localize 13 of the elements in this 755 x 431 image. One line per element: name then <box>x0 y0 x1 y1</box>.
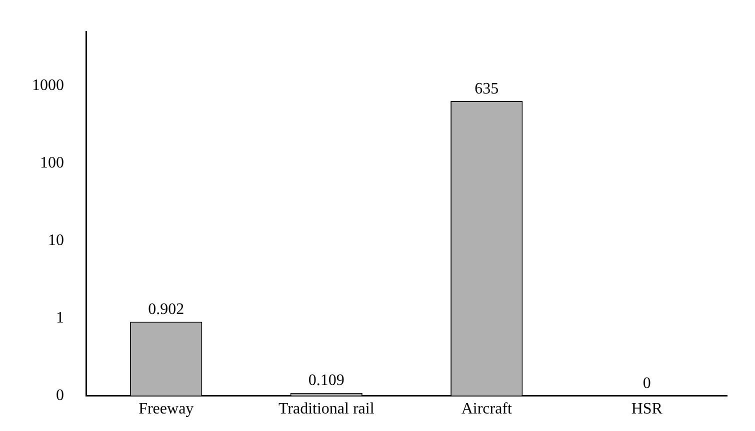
y-tick-label: 1000 <box>32 76 64 94</box>
data-label: 0 <box>642 375 651 392</box>
y-tick-label: 10 <box>48 232 64 249</box>
x-tick-label: Freeway <box>138 400 194 418</box>
x-tick-label: Aircraft <box>461 400 512 418</box>
y-tick-label: 100 <box>40 154 64 172</box>
data-label: 0.109 <box>308 372 344 390</box>
x-tick-label: Traditional rail <box>278 400 375 418</box>
data-label: 0.902 <box>148 300 184 318</box>
y-tick-label: 0 <box>56 387 64 404</box>
x-tick-label: HSR <box>631 400 663 418</box>
y-tick-label: 1 <box>56 309 64 326</box>
data-label: 635 <box>474 80 499 98</box>
